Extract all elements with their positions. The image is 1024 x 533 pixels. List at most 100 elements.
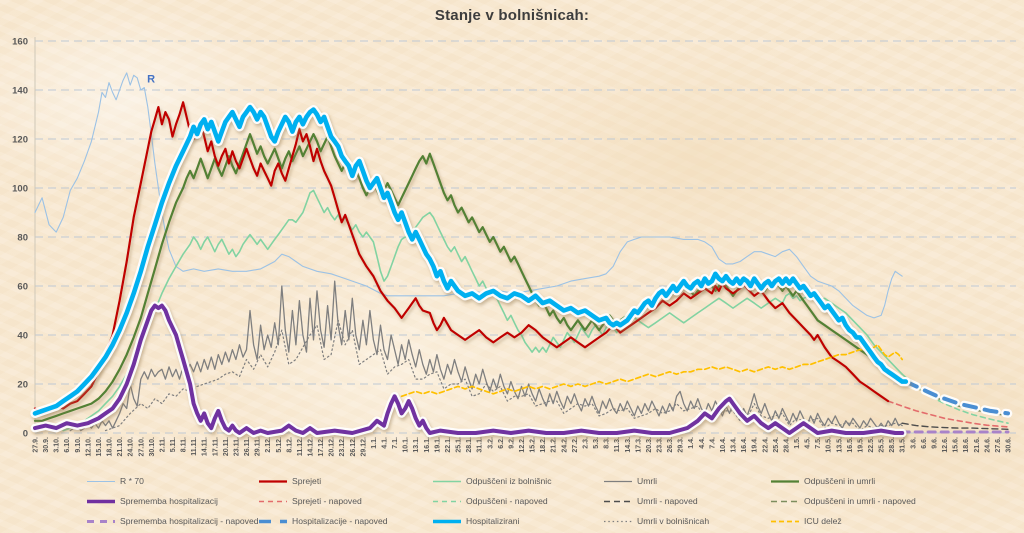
y-axis-label-0: 0 <box>23 429 28 440</box>
x-axis-label: 22.5. <box>868 437 875 453</box>
x-axis-label: 23.3. <box>656 437 663 453</box>
series-sprejeti_napoved-line <box>887 400 1009 428</box>
x-axis-label: 3.10. <box>54 437 61 453</box>
x-axis-label: 18.10. <box>107 437 114 457</box>
x-axis-label: 31.1. <box>477 437 484 453</box>
x-axis-label: 8.3. <box>604 437 611 449</box>
x-axis-label: 24.2. <box>561 437 568 453</box>
x-axis-label: 13.5. <box>836 437 843 453</box>
x-axis-label: 26.3. <box>667 437 674 453</box>
chart-title: Stanje v bolnišnicah: <box>434 7 590 24</box>
x-axis-label: 12.10. <box>85 437 92 457</box>
legend-swatch-icu_delez <box>771 520 799 522</box>
x-axis-label: 9.6. <box>931 437 938 449</box>
x-axis-label: 25.5. <box>879 437 886 453</box>
legend-swatch-umrli <box>604 480 632 482</box>
x-axis-label: 19.4. <box>752 437 759 453</box>
x-axis-label: 25.1. <box>456 437 463 453</box>
legend-label-odpusceni_iz_bolnisnic: Odpuščeni iz bolnišnic <box>466 476 552 486</box>
x-axis-label: 11.12. <box>297 437 304 456</box>
x-axis-label: 5.11. <box>170 437 177 452</box>
series-sprememba <box>30 301 907 438</box>
x-axis-label: 17.3. <box>635 437 642 453</box>
legend-swatch-sprejeti <box>259 479 287 483</box>
legend-item-umrli_v_bolnisnicah: Umrli v bolnišnicah <box>603 516 770 526</box>
x-axis-label: 22.1. <box>445 437 452 453</box>
x-axis-label: 24.10. <box>128 437 135 457</box>
x-axis-label: 1.5. <box>794 437 801 449</box>
x-axis-label: 3.6. <box>910 437 917 449</box>
legend-swatch-umrli_napoved <box>604 500 632 502</box>
x-axis-label: 27.6. <box>995 437 1002 453</box>
legend-label-hospitalizacije_napoved: Hospitalizacije - napoved <box>292 516 388 526</box>
legend-item-sprememba: Sprememba hospitalizacij <box>86 496 258 506</box>
x-axis-label: 26.11. <box>244 437 251 456</box>
series-umrli <box>69 280 903 432</box>
y-axis-label-140: 140 <box>12 86 28 97</box>
legend-swatch-hospitalizirani <box>433 519 461 523</box>
x-axis-label: 1.4. <box>688 437 695 449</box>
legend-label-odpusceni_in_umrli_napoved: Odpuščeni in umrli - napoved <box>804 496 916 506</box>
x-axis-label: 12.6. <box>942 437 949 453</box>
x-axis-label: 21.6. <box>974 437 981 453</box>
x-axis-label: 21.2. <box>551 437 558 453</box>
x-axis-label: 14.11. <box>202 437 209 456</box>
legend-label-odpusceni_in_umrli: Odpuščeni in umrli <box>804 476 876 486</box>
x-axis-label: 29.3. <box>678 437 685 453</box>
x-axis-label: 17.12. <box>318 437 325 457</box>
x-axis-label: 27.10. <box>138 437 145 457</box>
series-hospitalizacije_napoved <box>901 377 1013 418</box>
legend-item-odpusceni_iz_bolnisnic: Odpuščeni iz bolnišnic <box>432 476 603 486</box>
x-axis-label: 18.6. <box>963 437 970 453</box>
x-axis-label: 5.12. <box>276 437 283 453</box>
x-axis-label: 20.12. <box>329 437 336 457</box>
x-axis-label: 19.1. <box>434 437 441 453</box>
series-umrli_v_bolnisnicah-line <box>104 319 903 432</box>
series-umrli_napoved <box>901 422 1009 430</box>
x-axis-label: 4.4. <box>699 437 706 449</box>
x-axis-label: 20.11. <box>223 437 230 456</box>
legend-label-sprejeti: Sprejeti <box>292 476 322 486</box>
series-hospitalizirani-line <box>32 104 909 416</box>
x-axis-label: 21.10. <box>117 437 124 457</box>
series-odpusceni_napoved-line <box>901 373 1009 425</box>
series-r70-line <box>34 72 903 319</box>
chart-legend: R * 70 Sprejeti Odpuščeni iz bolnišnic Umrl… <box>86 471 1020 531</box>
legend-label-sprememba_napoved: Sprememba hospitalizacij - napoved <box>120 516 259 526</box>
x-axis-label: 22.4. <box>762 437 769 453</box>
x-axis-label: 29.11. <box>255 437 262 456</box>
legend-item-sprememba_napoved: Sprememba hospitalizacij - napoved <box>86 516 259 526</box>
legend-item-odpusceni_napoved: Odpuščeni - napoved <box>432 496 603 506</box>
x-axis-label: 10.1. <box>403 437 410 453</box>
series-sprejeti <box>33 101 890 415</box>
x-axis-label: 28.4. <box>783 437 790 453</box>
x-axis-label: 2.11. <box>159 437 166 452</box>
x-axis-label: 8.11. <box>181 437 188 452</box>
x-axis-label: 13.1. <box>413 437 420 453</box>
legend-label-umrli_napoved: Umrli - napoved <box>637 496 698 506</box>
x-axis-label: 15.6. <box>953 437 960 453</box>
x-axis-label: 4.1. <box>382 437 389 449</box>
series-umrli-line <box>69 280 903 432</box>
y-axis-label-40: 40 <box>17 331 28 342</box>
x-axis-label: 16.5. <box>847 437 854 453</box>
series-umrli_v_bolnisnicah <box>104 319 903 432</box>
series-sprejeti_napoved <box>887 400 1009 428</box>
x-axis-label: 13.4. <box>731 437 738 453</box>
x-axis-label: 15.2. <box>530 437 537 453</box>
legend-item-icu_delez: ICU delež <box>770 516 1020 526</box>
y-axis-label-80: 80 <box>17 233 28 244</box>
legend-label-umrli_v_bolnisnicah: Umrli v bolnišnicah <box>637 516 710 526</box>
y-axis-label-160: 160 <box>12 37 28 48</box>
legend-item-r70: R * 70 <box>86 476 258 486</box>
legend-swatch-r70 <box>87 480 115 482</box>
legend-item-sprejeti_napoved: Sprejeti - napoved <box>258 496 432 506</box>
legend-label-icu_delez: ICU delež <box>804 516 842 526</box>
legend-swatch-odpusceni_iz_bolnisnic <box>433 480 461 482</box>
legend-swatch-sprememba <box>87 499 115 503</box>
x-axis-label: 31.5. <box>900 437 907 453</box>
x-axis-label: 27.9. <box>33 437 40 453</box>
x-axis-label: 27.2. <box>572 437 579 453</box>
x-axis-label: 9.10. <box>75 437 82 453</box>
